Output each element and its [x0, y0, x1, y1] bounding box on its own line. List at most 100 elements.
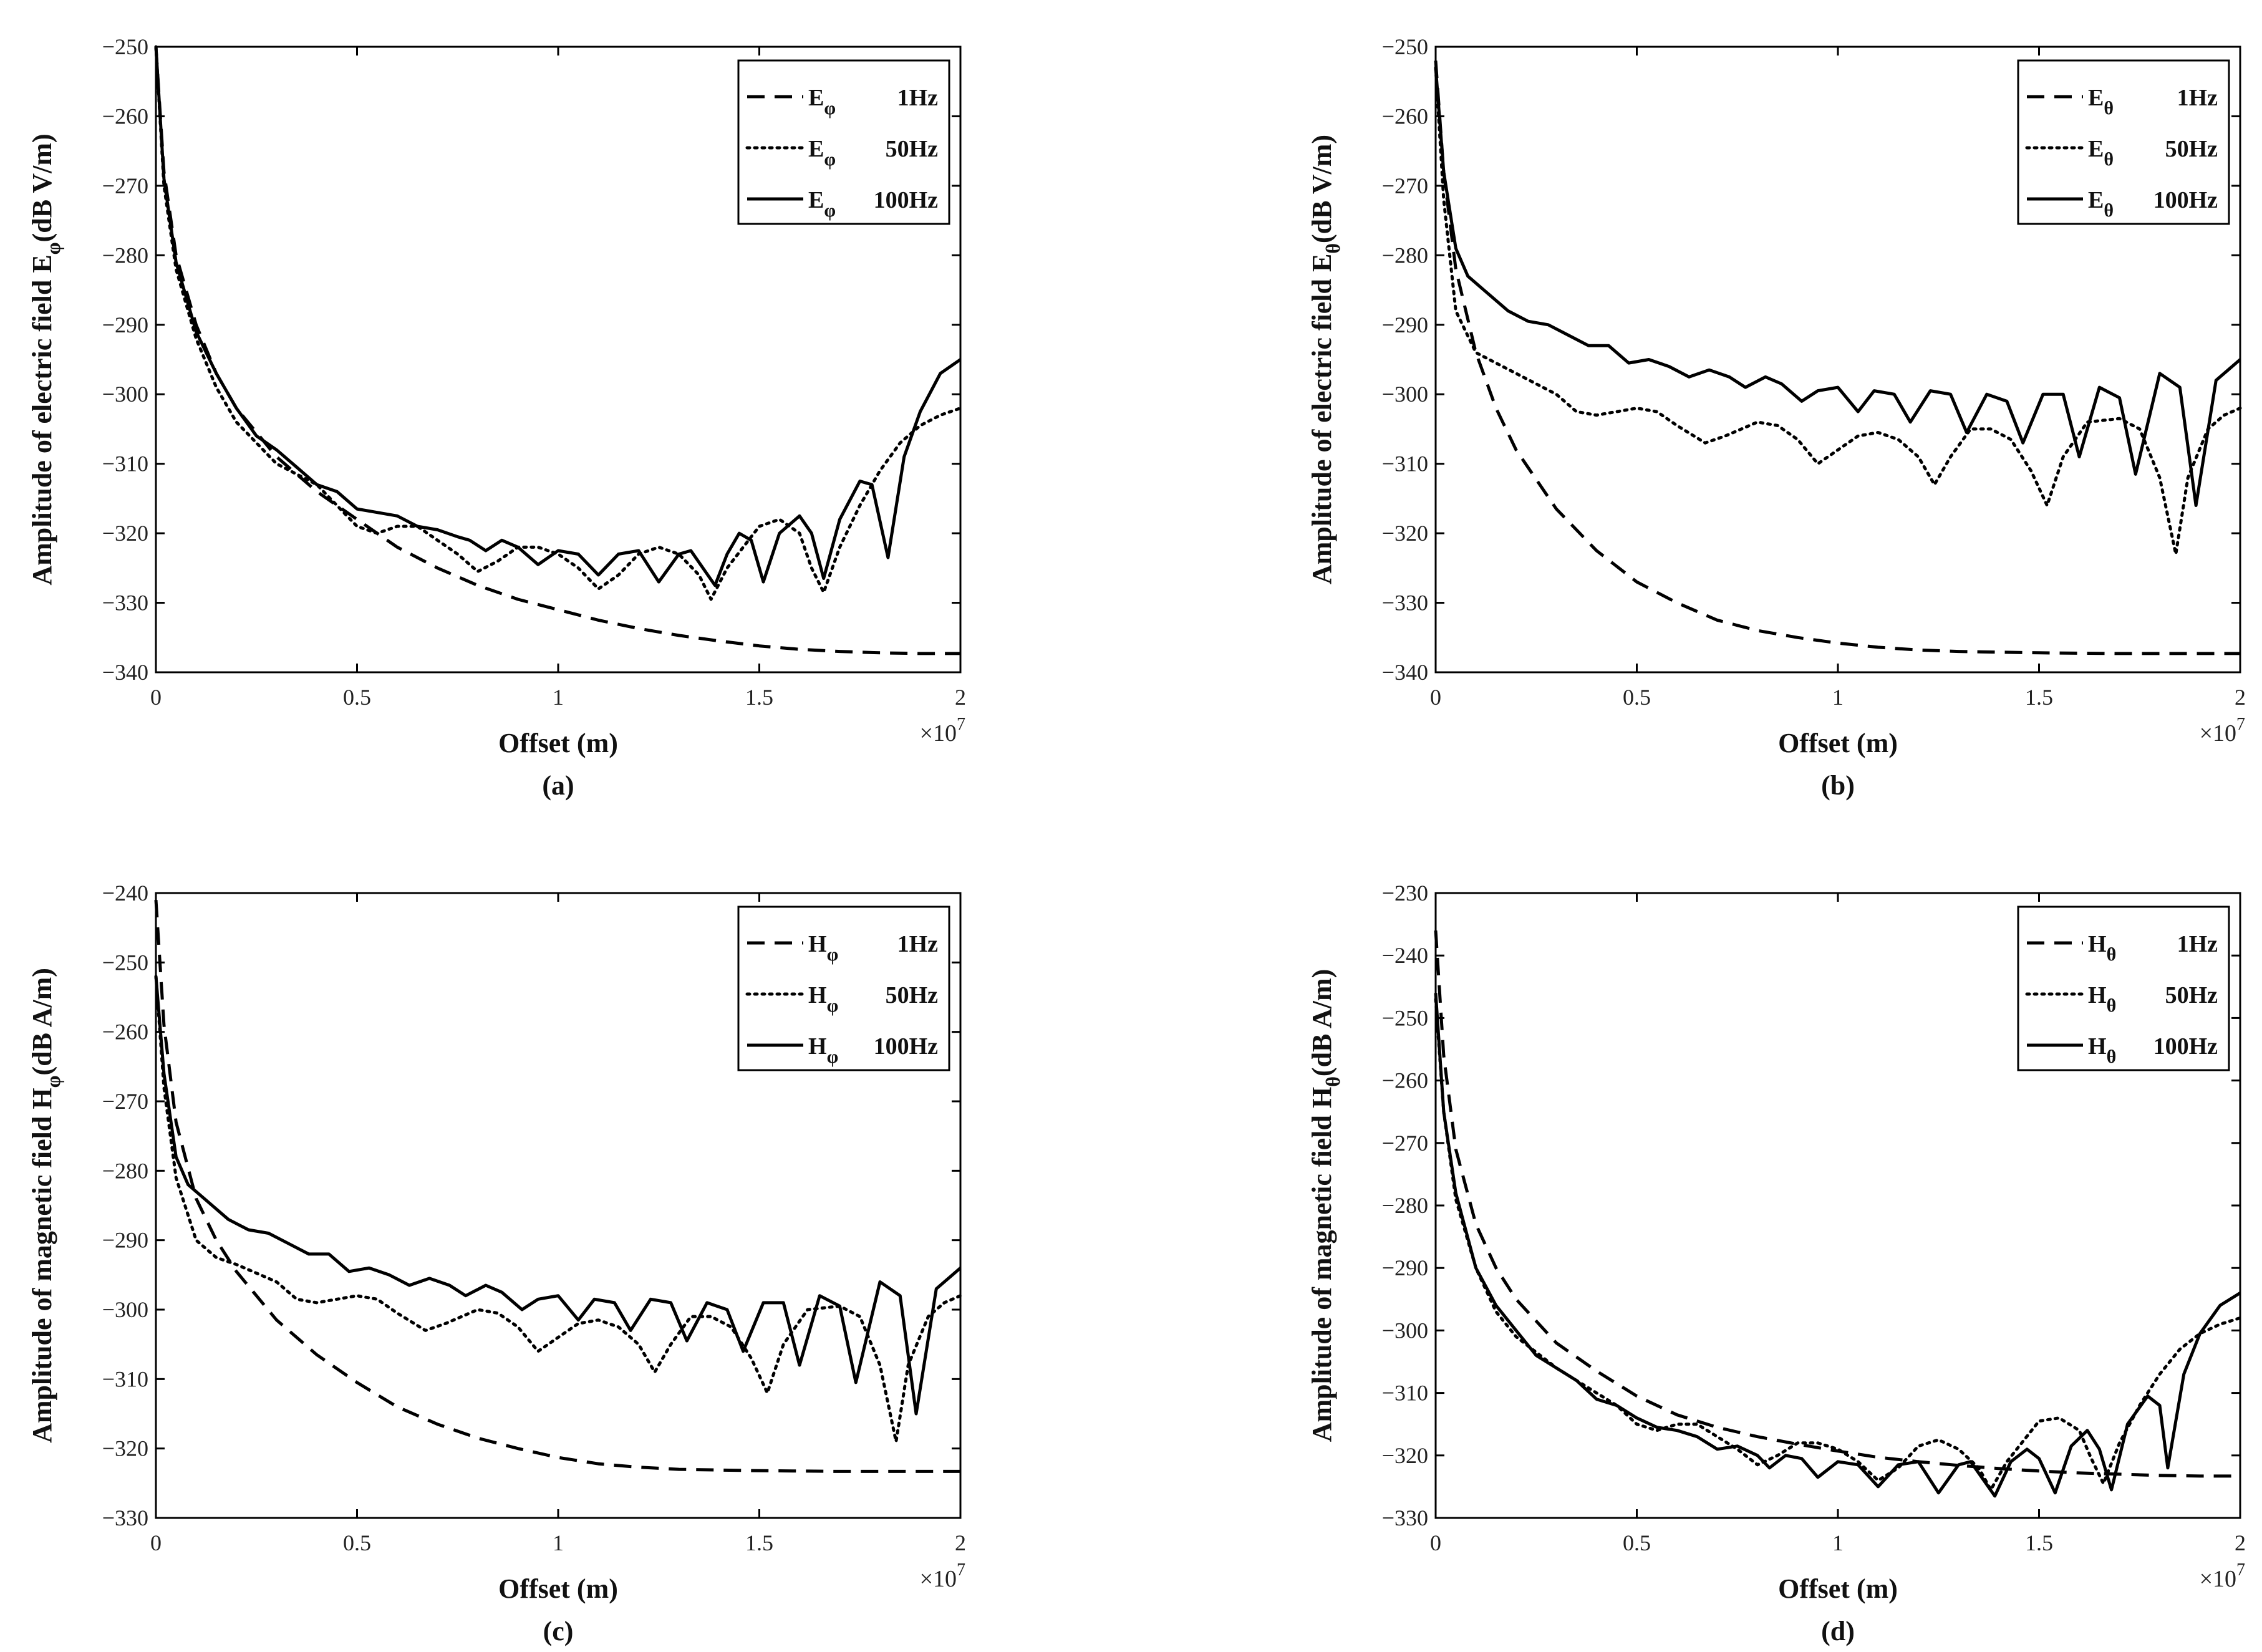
panel-d: 0 0.5 1 1.5 2 −330 −320 −310 −300 −290 −280 −270 −26… [1307, 881, 2246, 1646]
y-tick-label: −320 [1382, 1443, 1428, 1468]
legend-label-1hz: 1Hz [897, 85, 939, 111]
x-tick-label: 2 [2235, 685, 2246, 710]
legend: Hθ 1Hz Hθ 50Hz Hθ 100Hz [2017, 906, 2230, 1071]
panel-a: 0 0.5 1 1.5 2 −340 −330 −320 −310 −300 −290 −280 −27… [27, 34, 966, 801]
y-tick-label: −260 [102, 1020, 148, 1045]
panel-b: 0 0.5 1 1.5 2 −340 −330 −320 −310 −300 −290 −280 −27… [1307, 34, 2246, 801]
legend-symbol-main: E [2088, 136, 2104, 162]
legend-symbol: Eθ [2088, 136, 2114, 170]
x-tick-label: 0.5 [343, 685, 371, 710]
legend-label-100hz: 100Hz [2153, 1033, 2218, 1060]
y-tick-label: −330 [102, 591, 148, 616]
panel-caption: (b) [1821, 770, 1855, 801]
y-tick-label: −250 [1382, 34, 1428, 59]
y-tick-label: −300 [1382, 1318, 1428, 1343]
y-tick-label: −280 [102, 1158, 148, 1183]
y-axis-label: Amplitude of electric field Eφ(dB V/m) [27, 133, 64, 585]
y-tick-label: −270 [1382, 1131, 1428, 1156]
y-tick-label: −310 [1382, 452, 1428, 476]
y-axis-label: Amplitude of electric field Eθ(dB V/m) [1307, 135, 1344, 584]
legend-label-1hz: 1Hz [2177, 931, 2218, 957]
y-axis-label: Amplitude of magnetic field Hφ(dB A/m) [27, 968, 64, 1443]
series-line-1hz [1434, 930, 2240, 1478]
legend: Eθ 1Hz Eθ 50Hz Eθ 100Hz [2017, 59, 2230, 225]
y-tick-label: −260 [1382, 104, 1428, 128]
legend-symbol: Hθ [2088, 1033, 2116, 1067]
legend-symbol-sub: θ [2107, 1046, 2117, 1067]
y-tick-label: −290 [1382, 312, 1428, 337]
legend-symbol-sub: θ [2107, 944, 2117, 965]
x-multiplier-base: ×10 [2200, 720, 2236, 746]
y-tick-label: −310 [102, 452, 148, 476]
y-tick-label: −280 [102, 243, 148, 268]
legend-label-1hz: 1Hz [2177, 85, 2218, 111]
x-tick-label: 0.5 [343, 1530, 371, 1555]
legend-symbol: Hθ [2088, 982, 2116, 1016]
legend-label-100hz: 100Hz [2153, 187, 2218, 213]
legend-symbol: Hφ [808, 931, 838, 965]
y-tick-label: −310 [102, 1366, 148, 1391]
y-tick-label: −260 [102, 104, 148, 128]
y-tick-label: −270 [102, 173, 148, 198]
y-tick-label: −250 [102, 950, 148, 975]
x-tick-label: 0 [150, 685, 162, 710]
x-tick-label: 0.5 [1623, 1530, 1651, 1555]
legend-label-50hz: 50Hz [2165, 136, 2218, 162]
x-axis-label: Offset (m) [498, 1573, 618, 1604]
legend-symbol-sub: φ [827, 944, 839, 965]
x-multiplier-exp: 7 [2236, 715, 2245, 734]
series-line-1hz [154, 46, 960, 655]
legend-box [2017, 59, 2230, 225]
y-axis-label-text: Amplitude of electric field E [1307, 254, 1337, 584]
series-line-50hz [154, 45, 962, 601]
x-tick-label: 2 [955, 685, 966, 710]
x-multiplier: ×107 [2200, 715, 2245, 746]
legend-symbol-sub: φ [824, 149, 836, 170]
y-tick-label: −300 [102, 382, 148, 407]
y-tick-label: −330 [102, 1505, 148, 1530]
legend-symbol: Hφ [808, 1033, 838, 1067]
y-tick-label: −330 [1382, 591, 1428, 616]
series-line-100hz [1434, 993, 2241, 1498]
x-tick-label: 1 [553, 1530, 564, 1555]
panel-c: 0 0.5 1 1.5 2 −330 −320 −310 −300 −290 −280 −270 −26… [27, 881, 966, 1646]
legend-symbol-sub: θ [2104, 149, 2114, 170]
legend-symbol-main: E [2088, 187, 2104, 213]
y-tick-label: −280 [1382, 243, 1428, 268]
legend-label-100hz: 100Hz [874, 187, 939, 213]
legend-box [737, 906, 950, 1071]
y-tick-label: −290 [102, 312, 148, 337]
x-multiplier-exp: 7 [957, 715, 965, 734]
series-line-50hz [154, 975, 962, 1443]
y-tick-label: −310 [1382, 1381, 1428, 1406]
x-tick-label: 2 [2235, 1530, 2246, 1555]
y-tick-label: −320 [1382, 521, 1428, 546]
x-axis-label: Offset (m) [498, 728, 618, 758]
legend-symbol: Hθ [2088, 931, 2116, 965]
legend-symbol-main: E [808, 85, 824, 111]
y-tick-label: −330 [1382, 1505, 1428, 1530]
y-tick-label: −280 [1382, 1193, 1428, 1218]
y-axis-label-text: Amplitude of electric field E [27, 254, 57, 585]
x-axis-label: Offset (m) [1778, 728, 1898, 758]
legend-symbol-main: H [2088, 982, 2107, 1008]
legend-label-50hz: 50Hz [886, 982, 939, 1008]
y-axis-label-text: Amplitude of magnetic field H [1307, 1087, 1337, 1442]
x-tick-label: 1 [1832, 685, 1844, 710]
legend-symbol-main: H [808, 1033, 827, 1060]
x-tick-label: 1 [553, 685, 564, 710]
y-tick-label: −240 [102, 881, 148, 906]
y-axis-label-unit: (dB V/m) [27, 133, 57, 242]
y-axis-label-text: Amplitude of magnetic field H [27, 1088, 57, 1443]
x-multiplier-base: ×10 [920, 720, 957, 746]
y-axis-label-sub: φ [42, 1075, 64, 1088]
series-line-50hz [1434, 997, 2242, 1492]
x-multiplier-base: ×10 [2200, 1566, 2236, 1592]
legend-symbol: Eφ [808, 136, 836, 170]
y-axis-label-sub: φ [42, 242, 64, 254]
x-tick-label: 1.5 [2025, 685, 2053, 710]
x-multiplier-exp: 7 [2236, 1560, 2245, 1580]
x-axis-label: Offset (m) [1778, 1573, 1898, 1604]
legend-symbol-main: H [808, 931, 827, 957]
x-multiplier: ×107 [920, 1560, 965, 1592]
